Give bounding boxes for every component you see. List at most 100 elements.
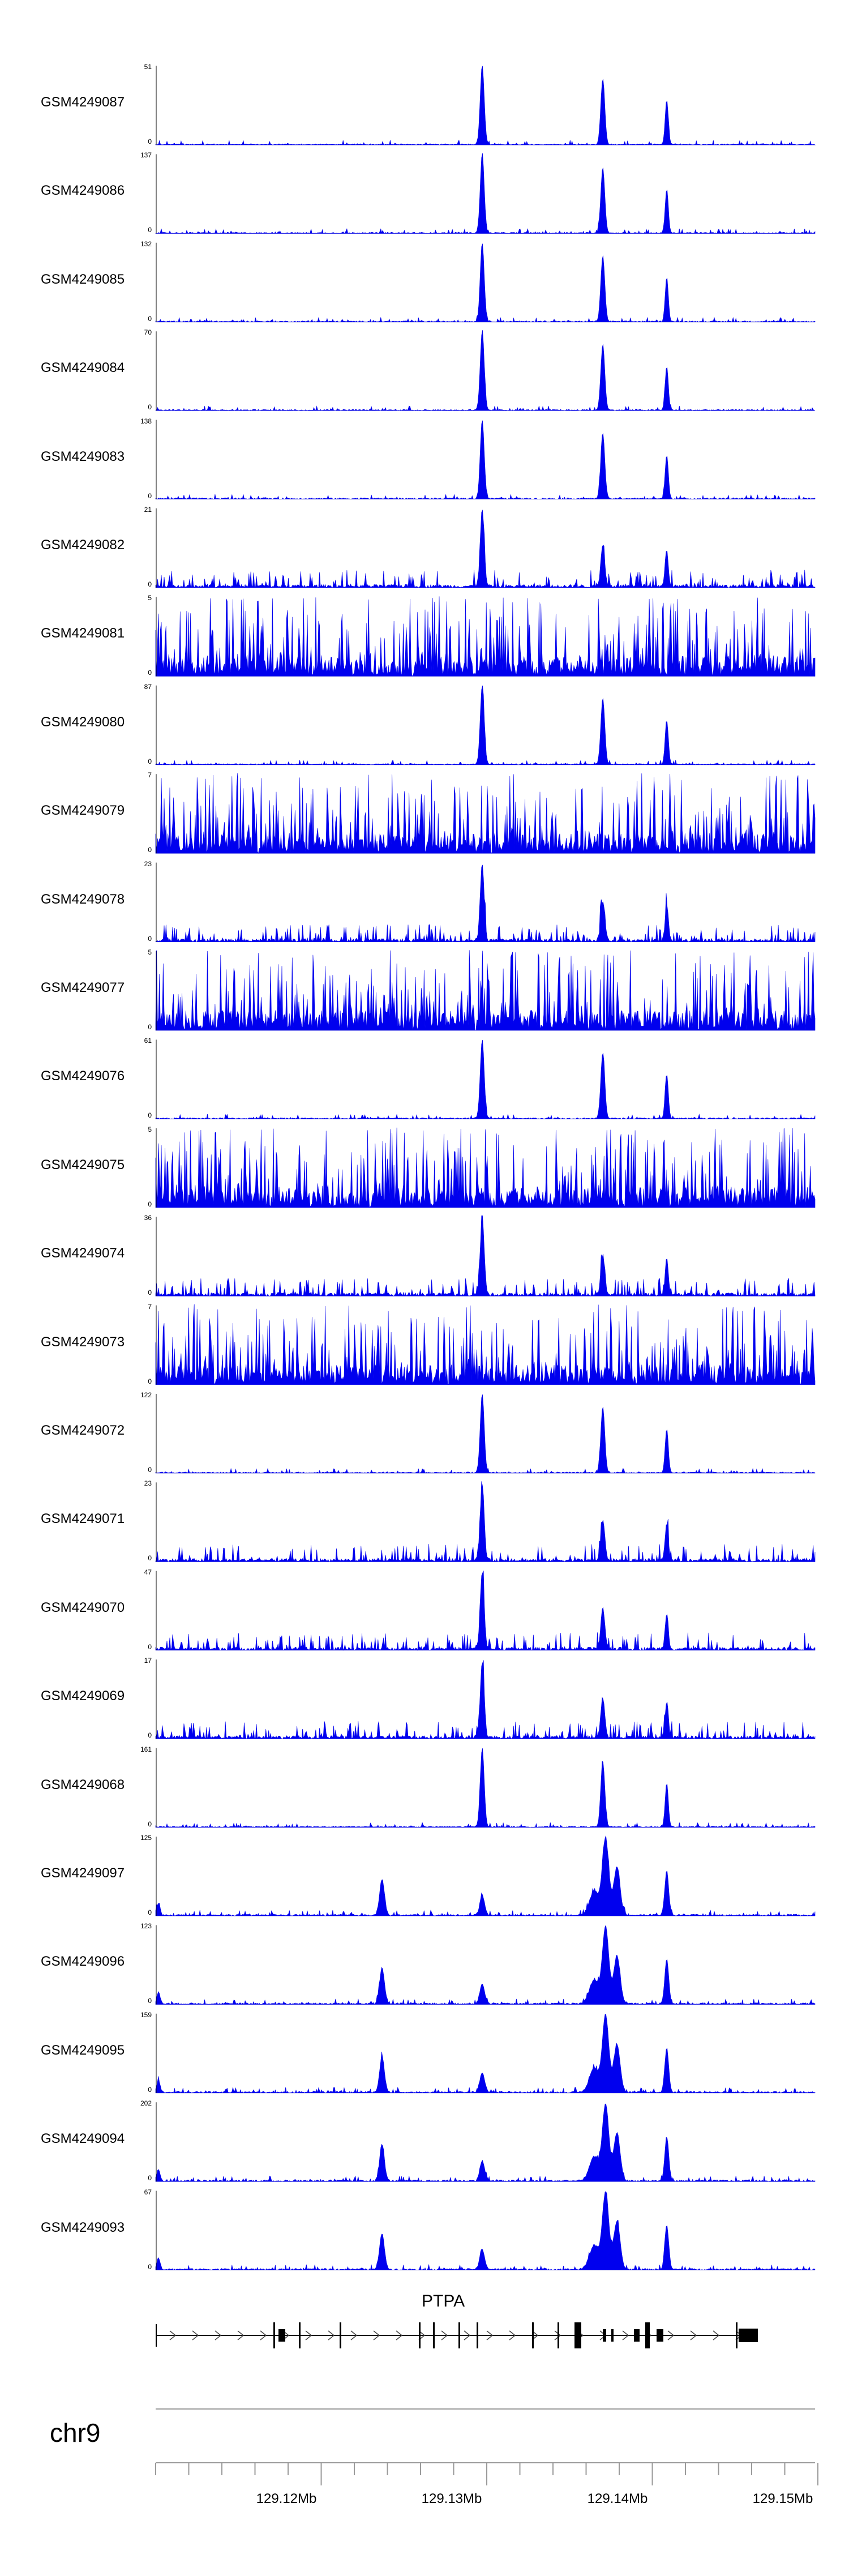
track-ymax-label: 138 [140,417,152,425]
strand-arrow [509,2330,516,2340]
track-label: GSM4249095 [41,2042,125,2058]
track-label: GSM4249084 [41,360,125,376]
signal-area [155,2190,816,2271]
gene-exon [574,2322,581,2348]
signal-area [155,950,816,1031]
signal-track [155,685,816,765]
strand-arrow [713,2330,720,2340]
axis-tick-label: 129.13Mb [421,2491,482,2506]
signal-track [155,1481,816,1563]
signal-track [155,1304,816,1385]
signal-track [155,1039,816,1119]
signal-track [155,153,816,234]
gene-exon [611,2329,614,2342]
track-ymin-label: 0 [148,403,152,412]
track-ymin-label: 0 [148,1731,152,1740]
track-ymax-label: 122 [140,1391,152,1399]
genomic-axis [155,2408,818,2485]
track-label: GSM4249079 [41,803,125,819]
gene-exon [736,2322,737,2348]
gene-exon [433,2322,435,2348]
track-label: GSM4249080 [41,714,125,730]
signal-track [155,66,816,146]
track-label: GSM4249072 [41,1423,125,1438]
track-label: GSM4249085 [41,271,125,287]
track-ymin-label: 0 [148,846,152,854]
gene-exon [657,2329,663,2342]
track-label: GSM4249094 [41,2131,125,2147]
gene-exon [645,2322,650,2348]
signal-area [155,1394,816,1474]
track-ymax-label: 61 [144,1037,152,1045]
gene-exon [458,2322,460,2348]
signal-track [155,1127,816,1208]
track-label: GSM4249086 [41,183,125,199]
track-label: GSM4249081 [41,626,125,641]
signal-area [155,1924,816,2005]
track-ymax-label: 87 [144,682,152,691]
signal-area [155,153,816,234]
gene-label: PTPA [422,2292,465,2310]
signal-area [155,509,816,588]
track-label: GSM4249096 [41,1954,125,1970]
track-label: GSM4249093 [41,2219,125,2235]
signal-area [155,330,816,411]
track-ymax-label: 67 [144,2188,152,2196]
strand-arrow [418,2330,426,2340]
signal-area [155,596,816,677]
gene-exon [419,2322,421,2348]
gene-exon [532,2322,534,2348]
strand-arrow [328,2330,335,2340]
signal-track [155,330,816,411]
gene-exon [739,2329,758,2342]
track-ymin-label: 0 [148,1289,152,1297]
strand-arrow [373,2330,380,2340]
track-ymax-label: 5 [148,1125,152,1133]
track-ymax-label: 137 [140,151,152,160]
track-ymax-label: 5 [148,594,152,602]
track-label: GSM4249076 [41,1068,125,1084]
signal-area [155,685,816,765]
track-ymin-label: 0 [148,1554,152,1563]
track-ymin-label: 0 [148,138,152,146]
signal-area [155,1304,816,1385]
signal-area [155,773,816,854]
strand-arrow [192,2330,199,2340]
gene-model [156,2322,758,2348]
track-ymin-label: 0 [148,491,152,500]
gene-exon [278,2329,285,2342]
strand-arrow [531,2330,539,2340]
signal-track [155,420,816,500]
track-ymax-label: 161 [140,1745,152,1753]
track-ymax-label: 21 [144,506,152,514]
strand-arrow [305,2330,312,2340]
track-label: GSM4249073 [41,1334,125,1350]
track-label: GSM4249068 [41,1777,125,1792]
track-ymax-label: 159 [140,2010,152,2019]
strand-arrow [169,2330,177,2340]
track-ymax-label: 5 [148,948,152,956]
strand-arrow [690,2330,697,2340]
track-ymax-label: 51 [144,63,152,71]
signal-track [155,2102,816,2182]
track-ymin-label: 0 [148,314,152,323]
track-ymax-label: 17 [144,1657,152,1665]
axis-tick-label: 129.14Mb [587,2491,648,2506]
signal-track [155,1571,816,1651]
track-label: GSM4249069 [41,1688,125,1704]
signal-track [155,862,816,943]
track-ymin-label: 0 [148,669,152,677]
gene-exon [603,2329,606,2342]
signal-area [155,1215,816,1296]
strand-arrow [396,2330,403,2340]
strand-arrow [237,2330,245,2340]
track-label: GSM4249087 [41,95,125,110]
signal-track [155,2013,816,2094]
signal-track [155,2190,816,2271]
track-ymax-label: 23 [144,859,152,868]
signal-track [155,1659,816,1740]
signal-area [155,1835,816,1916]
track-ymax-label: 202 [140,2099,152,2108]
signal-track [155,242,816,323]
